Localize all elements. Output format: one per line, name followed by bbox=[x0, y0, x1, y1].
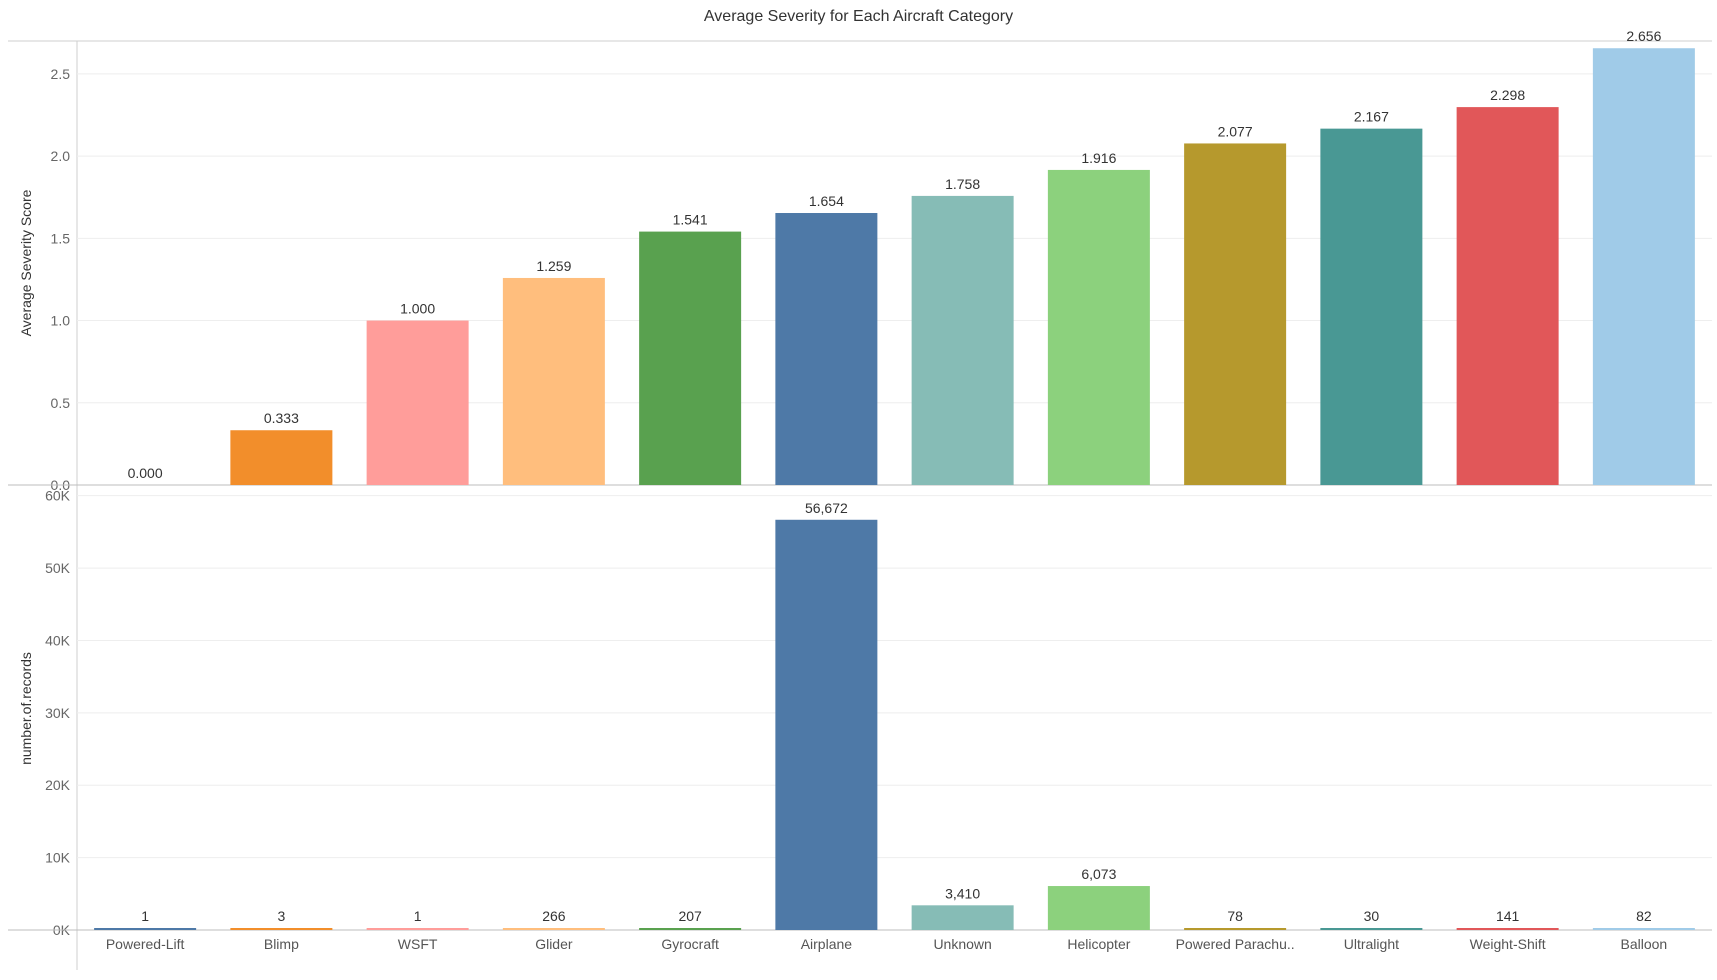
bar-records[interactable] bbox=[1184, 928, 1287, 930]
x-category-label: Weight-Shift bbox=[1470, 936, 1546, 952]
y-tick-label-severity: 1.0 bbox=[51, 313, 71, 329]
bar-records[interactable] bbox=[1320, 928, 1423, 930]
data-label-records: 6,073 bbox=[1081, 866, 1116, 882]
bar-severity[interactable] bbox=[1184, 143, 1287, 485]
data-label-severity: 0.000 bbox=[128, 465, 163, 481]
data-label-severity: 1.541 bbox=[673, 212, 708, 228]
x-category-label: Powered-Lift bbox=[106, 936, 185, 952]
data-label-severity: 1.916 bbox=[1081, 150, 1116, 166]
y-tick-label-records: 20K bbox=[45, 777, 71, 793]
bar-severity[interactable] bbox=[911, 195, 1014, 485]
bar-records[interactable] bbox=[1592, 928, 1695, 930]
data-label-records: 207 bbox=[678, 908, 702, 924]
y-tick-label-severity: 0.5 bbox=[51, 395, 71, 411]
x-category-label: Airplane bbox=[801, 936, 853, 952]
data-label-severity: 1.259 bbox=[536, 258, 571, 274]
data-label-severity: 1.000 bbox=[400, 301, 435, 317]
data-label-severity: 2.077 bbox=[1218, 123, 1253, 139]
x-category-label: Blimp bbox=[264, 936, 299, 952]
y-tick-label-records: 30K bbox=[45, 705, 71, 721]
bar-records[interactable] bbox=[1456, 928, 1559, 930]
x-category-label: WSFT bbox=[398, 936, 438, 952]
bar-severity[interactable] bbox=[775, 213, 878, 485]
y-tick-label-records: 60K bbox=[45, 488, 71, 504]
data-label-records: 266 bbox=[542, 908, 566, 924]
bar-records[interactable] bbox=[775, 519, 878, 930]
x-category-label: Helicopter bbox=[1067, 936, 1130, 952]
x-category-label: Ultralight bbox=[1344, 936, 1399, 952]
x-category-label: Powered Parachu.. bbox=[1176, 936, 1295, 952]
bar-severity[interactable] bbox=[366, 320, 469, 485]
x-category-label: Balloon bbox=[1621, 936, 1668, 952]
x-category-label: Glider bbox=[535, 936, 573, 952]
bar-severity[interactable] bbox=[1047, 169, 1150, 485]
bar-records[interactable] bbox=[366, 928, 469, 930]
bar-records[interactable] bbox=[94, 928, 197, 930]
data-label-records: 1 bbox=[414, 908, 422, 924]
x-category-label: Gyrocraft bbox=[661, 936, 719, 952]
x-category-label: Unknown bbox=[933, 936, 991, 952]
y-tick-label-records: 10K bbox=[45, 850, 71, 866]
data-label-severity: 2.656 bbox=[1626, 28, 1661, 44]
data-label-severity: 1.758 bbox=[945, 176, 980, 192]
bar-records[interactable] bbox=[639, 928, 742, 930]
data-label-records: 141 bbox=[1496, 908, 1520, 924]
data-label-records: 30 bbox=[1364, 908, 1380, 924]
data-label-records: 56,672 bbox=[805, 500, 848, 516]
data-label-severity: 0.333 bbox=[264, 410, 299, 426]
bar-severity[interactable] bbox=[502, 277, 605, 485]
bar-records[interactable] bbox=[502, 928, 605, 930]
data-label-severity: 1.654 bbox=[809, 193, 844, 209]
data-label-severity: 2.167 bbox=[1354, 109, 1389, 125]
bar-severity[interactable] bbox=[230, 430, 333, 485]
bar-severity[interactable] bbox=[1320, 128, 1423, 485]
bar-severity[interactable] bbox=[639, 231, 742, 485]
data-label-records: 1 bbox=[141, 908, 149, 924]
y-tick-label-records: 40K bbox=[45, 632, 71, 648]
data-label-records: 3,410 bbox=[945, 885, 980, 901]
data-label-severity: 2.298 bbox=[1490, 87, 1525, 103]
data-label-records: 78 bbox=[1227, 908, 1243, 924]
y-tick-label-records: 50K bbox=[45, 560, 71, 576]
bar-records[interactable] bbox=[230, 928, 333, 930]
y-tick-label-severity: 2.0 bbox=[51, 148, 71, 164]
y-axis-title-records: number.of.records bbox=[18, 652, 34, 765]
data-label-records: 3 bbox=[277, 908, 285, 924]
data-label-records: 82 bbox=[1636, 908, 1652, 924]
bar-severity[interactable] bbox=[1592, 48, 1695, 485]
bar-records[interactable] bbox=[1047, 886, 1150, 930]
y-tick-label-severity: 1.5 bbox=[51, 230, 71, 246]
bar-records[interactable] bbox=[911, 905, 1014, 930]
y-tick-label-severity: 2.5 bbox=[51, 66, 71, 82]
bar-severity[interactable] bbox=[1456, 107, 1559, 486]
y-axis-title-severity: Average Severity Score bbox=[18, 189, 34, 336]
chart-title: Average Severity for Each Aircraft Categ… bbox=[703, 8, 1014, 25]
